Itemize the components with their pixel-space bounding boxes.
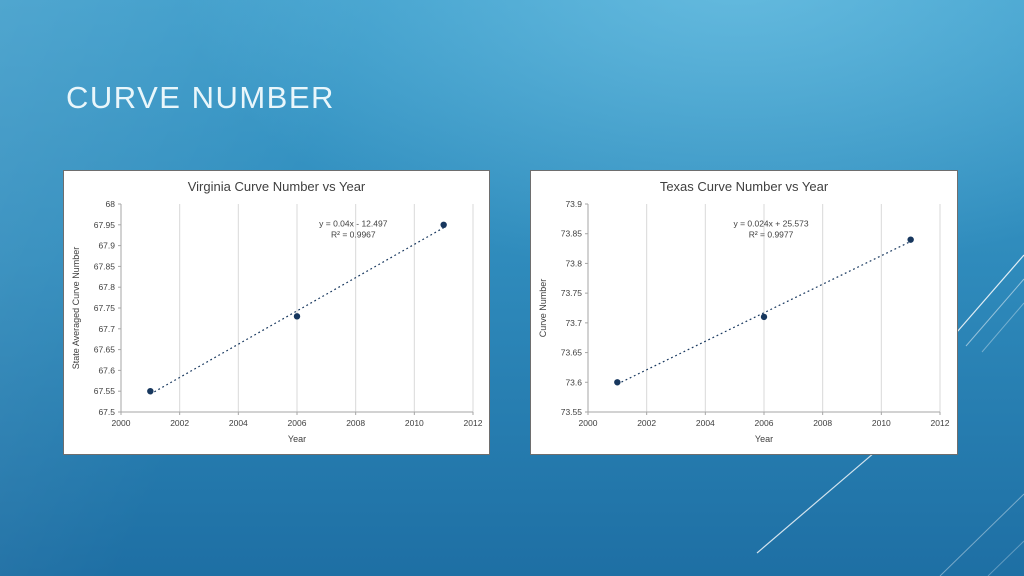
svg-text:2012: 2012 [931,418,950,428]
svg-text:R² = 0.9967: R² = 0.9967 [330,230,375,240]
svg-text:67.95: 67.95 [93,220,115,230]
svg-text:Year: Year [755,434,773,444]
svg-text:73.8: 73.8 [565,258,582,268]
slide-title: CURVE NUMBER [66,80,335,115]
svg-text:2000: 2000 [579,418,598,428]
svg-text:2006: 2006 [755,418,774,428]
texas-plot: 73.55 73.6 73.65 73.7 73.75 73.8 73.85 73.9 2000… [538,199,950,444]
svg-text:2002: 2002 [170,418,189,428]
svg-text:73.85: 73.85 [561,229,583,239]
svg-text:Curve Number: Curve Number [538,279,548,338]
svg-text:73.55: 73.55 [561,407,583,417]
svg-text:2010: 2010 [872,418,891,428]
svg-text:2002: 2002 [637,418,656,428]
svg-text:2010: 2010 [404,418,423,428]
svg-text:2004: 2004 [696,418,715,428]
svg-text:2012: 2012 [463,418,482,428]
svg-text:2008: 2008 [813,418,832,428]
svg-text:73.7: 73.7 [565,318,582,328]
virginia-plot: 67.5 67.55 67.6 67.65 67.7 67.75 67.8 67.85 67.9… [71,199,483,444]
svg-text:67.7: 67.7 [98,324,115,334]
svg-text:67.5: 67.5 [98,407,115,417]
svg-text:2008: 2008 [346,418,365,428]
texas-chart-title: Texas Curve Number vs Year [659,179,829,194]
svg-text:R² = 0.9977: R² = 0.9977 [749,230,794,240]
svg-text:73.75: 73.75 [561,288,583,298]
svg-text:67.65: 67.65 [93,345,115,355]
svg-text:67.6: 67.6 [98,365,115,375]
svg-text:73.6: 73.6 [565,377,582,387]
svg-text:y = 0.04x - 12.497: y = 0.04x - 12.497 [319,219,388,229]
svg-text:67.9: 67.9 [98,241,115,251]
svg-text:68: 68 [105,199,115,209]
svg-text:y = 0.024x + 25.573: y = 0.024x + 25.573 [733,219,808,229]
virginia-chart-title: Virginia Curve Number vs Year [187,179,366,194]
virginia-chart-panel: Virginia Curve Number vs Year 67.5 67.55 6… [63,170,490,455]
svg-text:State Averaged Curve Number: State Averaged Curve Number [71,247,81,369]
svg-text:67.75: 67.75 [93,303,115,313]
texas-chart-panel: Texas Curve Number vs Year 73.55 73.6 73.6… [530,170,958,455]
svg-text:67.55: 67.55 [93,386,115,396]
svg-text:2004: 2004 [228,418,247,428]
svg-text:2000: 2000 [111,418,130,428]
svg-text:73.65: 73.65 [561,348,583,358]
svg-text:73.9: 73.9 [565,199,582,209]
svg-text:67.8: 67.8 [98,282,115,292]
svg-text:2006: 2006 [287,418,306,428]
svg-text:Year: Year [287,434,305,444]
svg-text:67.85: 67.85 [93,261,115,271]
